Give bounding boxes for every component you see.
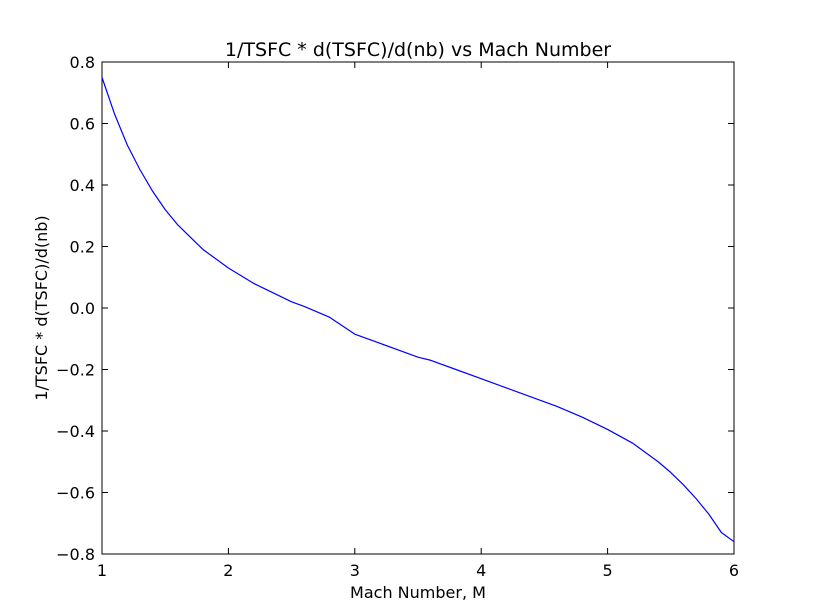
x-tick-label: 1	[97, 561, 107, 580]
x-tick-label: 6	[729, 561, 739, 580]
x-axis-label: Mach Number, M	[350, 583, 486, 602]
chart-title: 1/TSFC * d(TSFC)/d(nb) vs Mach Number	[225, 39, 611, 61]
series-line-0	[101, 77, 735, 543]
x-tick-label: 3	[350, 561, 360, 580]
axis-tick-labels: 1 2 3 4 5 6 0.8 0.6 0.4 0.2 0.0 −0.2 −0.4 −0.6 −0.8	[56, 53, 739, 580]
y-tick-label: 0.6	[70, 115, 95, 134]
x-tick-label: 2	[223, 561, 233, 580]
y-tick-label: 0.0	[70, 299, 95, 318]
y-tick-label: 0.4	[70, 176, 95, 195]
x-tick-label: 4	[476, 561, 486, 580]
x-tick-label: 5	[603, 561, 613, 580]
axis-ticks	[101, 61, 735, 555]
plot-frame	[101, 61, 735, 555]
y-axis-label: 1/TSFC * d(TSFC)/d(nb)	[32, 215, 51, 400]
y-tick-label: −0.4	[56, 422, 95, 441]
y-tick-label: −0.2	[56, 361, 95, 380]
y-tick-label: −0.6	[56, 484, 95, 503]
y-tick-label: 0.8	[70, 53, 95, 72]
y-tick-label: 0.2	[70, 238, 95, 257]
series-group	[101, 77, 735, 543]
y-tick-label: −0.8	[56, 545, 95, 564]
